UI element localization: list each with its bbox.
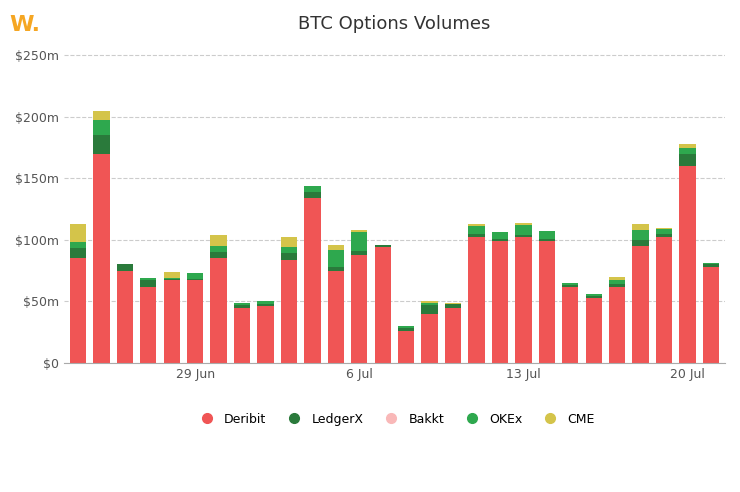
Bar xyxy=(633,246,649,363)
Bar xyxy=(421,305,438,314)
Bar xyxy=(140,287,156,363)
Bar xyxy=(421,314,438,363)
Bar xyxy=(445,304,461,308)
Bar xyxy=(304,192,320,198)
Bar xyxy=(468,234,485,237)
Bar xyxy=(93,135,110,154)
Bar xyxy=(234,305,250,308)
Bar xyxy=(445,303,461,304)
Bar xyxy=(445,308,461,363)
Bar xyxy=(656,227,672,229)
Bar xyxy=(117,265,133,271)
Bar xyxy=(491,241,508,363)
Bar xyxy=(210,235,226,246)
Bar xyxy=(164,280,180,363)
Bar xyxy=(679,144,696,148)
Bar xyxy=(374,245,391,247)
Bar xyxy=(703,265,719,267)
Bar xyxy=(562,287,579,363)
Bar xyxy=(609,284,625,287)
Bar xyxy=(280,237,297,247)
Bar xyxy=(140,280,156,287)
Bar xyxy=(280,253,297,260)
Bar xyxy=(93,154,110,363)
Bar xyxy=(491,239,508,241)
Bar xyxy=(468,226,485,234)
Bar xyxy=(351,251,368,254)
Bar xyxy=(515,225,531,235)
Title: BTC Options Volumes: BTC Options Volumes xyxy=(298,15,491,33)
Bar xyxy=(421,303,438,305)
Bar xyxy=(539,231,555,239)
Bar xyxy=(515,222,531,225)
Bar xyxy=(374,247,391,363)
Bar xyxy=(140,278,156,280)
Bar xyxy=(93,111,110,121)
Bar xyxy=(70,224,86,242)
Bar xyxy=(585,298,602,363)
Bar xyxy=(656,229,672,234)
Bar xyxy=(609,280,625,284)
Bar xyxy=(234,308,250,363)
Bar xyxy=(258,302,274,304)
Bar xyxy=(633,224,649,230)
Bar xyxy=(164,279,180,280)
Bar xyxy=(703,267,719,363)
Bar xyxy=(515,237,531,363)
Bar xyxy=(280,260,297,363)
Bar xyxy=(585,294,602,297)
Bar xyxy=(328,267,344,271)
Bar xyxy=(656,234,672,237)
Legend: Deribit, LedgerX, Bakkt, OKEx, CME: Deribit, LedgerX, Bakkt, OKEx, CME xyxy=(189,407,599,430)
Text: W.: W. xyxy=(9,15,40,35)
Bar xyxy=(398,331,414,363)
Bar xyxy=(210,258,226,363)
Bar xyxy=(491,232,508,239)
Bar xyxy=(210,252,226,258)
Bar xyxy=(468,237,485,363)
Bar xyxy=(328,271,344,363)
Bar xyxy=(117,271,133,363)
Bar xyxy=(703,263,719,265)
Bar xyxy=(468,224,485,226)
Bar xyxy=(93,121,110,135)
Bar xyxy=(421,302,438,303)
Bar xyxy=(562,283,579,285)
Bar xyxy=(679,154,696,166)
Bar xyxy=(679,166,696,363)
Bar xyxy=(187,280,204,363)
Bar xyxy=(609,287,625,363)
Bar xyxy=(609,277,625,280)
Bar xyxy=(234,303,250,305)
Bar xyxy=(304,198,320,363)
Bar xyxy=(164,272,180,278)
Bar xyxy=(351,230,368,232)
Bar xyxy=(258,304,274,307)
Bar xyxy=(164,278,180,279)
Bar xyxy=(187,273,204,279)
Bar xyxy=(328,245,344,249)
Bar xyxy=(633,240,649,246)
Bar xyxy=(398,326,414,329)
Bar xyxy=(70,258,86,363)
Bar xyxy=(585,297,602,298)
Bar xyxy=(304,185,320,192)
Bar xyxy=(656,237,672,363)
Bar xyxy=(515,235,531,237)
Bar xyxy=(70,242,86,248)
Bar xyxy=(328,249,344,267)
Bar xyxy=(351,254,368,363)
Bar xyxy=(562,285,579,287)
Bar xyxy=(280,247,297,253)
Bar xyxy=(210,246,226,252)
Bar xyxy=(187,279,204,280)
Bar xyxy=(679,148,696,154)
Bar xyxy=(539,239,555,241)
Bar xyxy=(351,232,368,251)
Bar xyxy=(633,230,649,240)
Bar xyxy=(258,307,274,363)
Bar xyxy=(70,248,86,258)
Bar xyxy=(398,329,414,331)
Bar xyxy=(539,241,555,363)
